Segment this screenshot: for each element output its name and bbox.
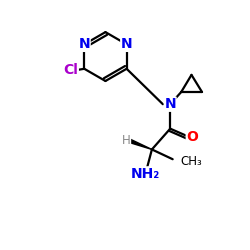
Text: NH₂: NH₂ [131, 167, 160, 181]
Text: N: N [78, 37, 90, 51]
Text: CH₃: CH₃ [180, 155, 202, 168]
Polygon shape [129, 139, 152, 149]
Text: H: H [122, 134, 130, 147]
Text: N: N [121, 37, 132, 51]
Text: O: O [186, 130, 198, 144]
Text: Cl: Cl [64, 63, 78, 77]
Text: N: N [164, 97, 176, 111]
